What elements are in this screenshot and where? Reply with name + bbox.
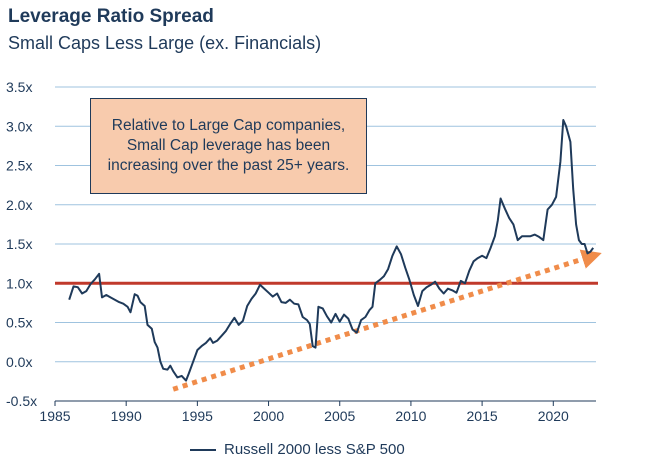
chart-subtitle: Small Caps Less Large (ex. Financials)	[8, 33, 322, 53]
legend: Russell 2000 less S&P 500	[190, 441, 405, 458]
chart-title: Leverage Ratio Spread	[8, 6, 214, 27]
x-tick-label: 1990	[111, 408, 142, 424]
y-tick-label: 2.0x	[6, 197, 32, 213]
y-tick-label: 0.0x	[6, 354, 32, 370]
x-tick-label: 2005	[324, 408, 355, 424]
y-tick-label: 1.0x	[6, 275, 32, 291]
axes: -0.5x 0.0x 0.5x 1.0x 1.5x 2.0x 2.5x 3.0x 3.5x 198…	[6, 79, 596, 424]
x-tick-label: 1985	[39, 408, 70, 424]
x-tick-label: 2000	[253, 408, 284, 424]
y-tick-label: 1.5x	[6, 236, 32, 252]
callout-box: Relative to Large Cap companies, Small C…	[90, 98, 367, 194]
y-tick-label: -0.5x	[6, 393, 37, 409]
trend-arrow	[172, 249, 602, 392]
x-tick-label: 2020	[538, 408, 569, 424]
y-tick-label: 0.5x	[6, 315, 32, 331]
x-tick-label: 2010	[395, 408, 426, 424]
y-tick-label: 3.5x	[6, 79, 32, 95]
series-layer	[68, 119, 595, 382]
x-tick-label: 2015	[467, 408, 498, 424]
x-tick-label: 1995	[182, 408, 213, 424]
legend-label: Russell 2000 less S&P 500	[224, 441, 405, 458]
y-tick-label: 2.5x	[6, 158, 32, 174]
legend-swatch	[190, 448, 216, 451]
y-tick-label: 3.0x	[6, 118, 32, 134]
trend-arrow-layer	[172, 249, 602, 392]
series-line-russell-2000-less-sp-500	[68, 119, 595, 382]
